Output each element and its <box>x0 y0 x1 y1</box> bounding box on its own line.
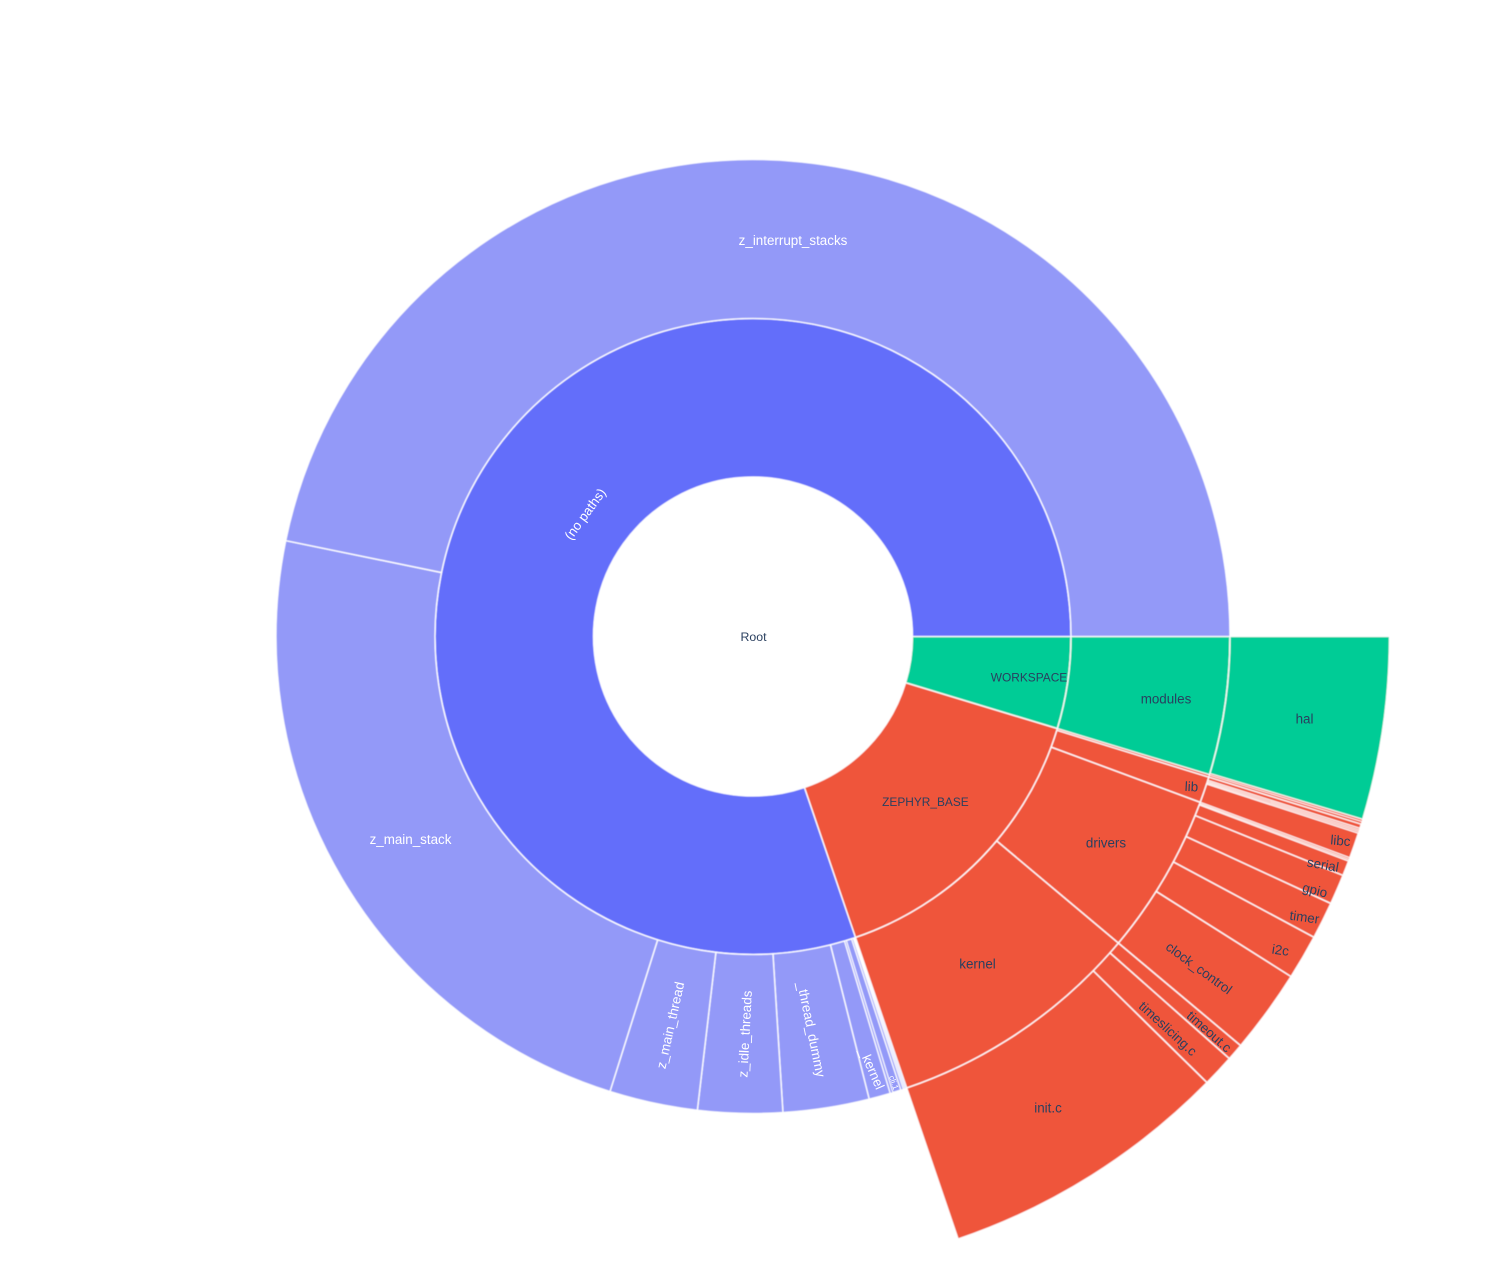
svg-text:libc: libc <box>1330 832 1352 849</box>
svg-text:z_main_stack: z_main_stack <box>370 832 452 847</box>
svg-text:kernel: kernel <box>959 957 995 972</box>
svg-text:Root: Root <box>741 630 768 644</box>
svg-text:modules: modules <box>1141 692 1192 707</box>
svg-text:serial: serial <box>1306 855 1340 875</box>
svg-text:hal: hal <box>1296 712 1314 727</box>
svg-text:init.c: init.c <box>1034 1101 1062 1116</box>
svg-text:lib: lib <box>1184 779 1198 795</box>
svg-text:ZEPHYR_BASE: ZEPHYR_BASE <box>882 795 969 809</box>
svg-text:timer: timer <box>1289 908 1321 927</box>
svg-text:z_idle_threads: z_idle_threads <box>735 990 755 1078</box>
svg-text:i2c: i2c <box>1271 942 1290 959</box>
svg-text:drivers: drivers <box>1086 835 1126 850</box>
svg-text:z_interrupt_stacks: z_interrupt_stacks <box>739 233 848 248</box>
svg-text:WORKSPACE: WORKSPACE <box>991 670 1067 684</box>
svg-text:gpio: gpio <box>1301 880 1329 901</box>
